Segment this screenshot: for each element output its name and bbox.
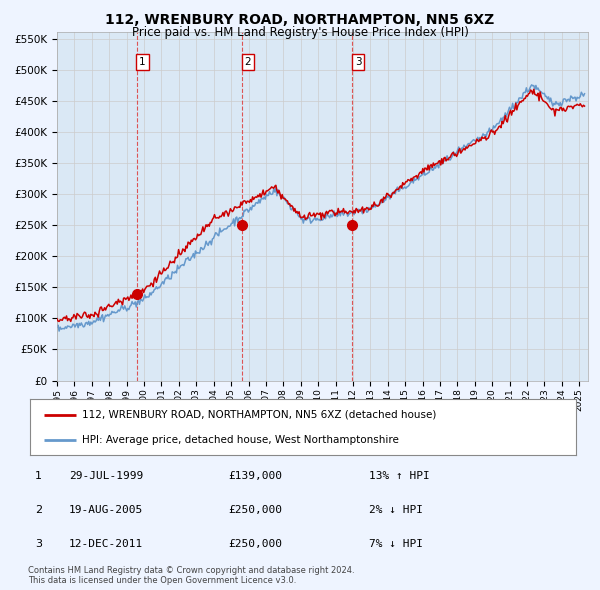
Text: 112, WRENBURY ROAD, NORTHAMPTON, NN5 6XZ: 112, WRENBURY ROAD, NORTHAMPTON, NN5 6XZ: [106, 13, 494, 27]
Text: 29-JUL-1999: 29-JUL-1999: [69, 471, 143, 480]
Text: 2% ↓ HPI: 2% ↓ HPI: [369, 505, 423, 514]
Text: 13% ↑ HPI: 13% ↑ HPI: [369, 471, 430, 480]
Text: 112, WRENBURY ROAD, NORTHAMPTON, NN5 6XZ (detached house): 112, WRENBURY ROAD, NORTHAMPTON, NN5 6XZ…: [82, 409, 436, 419]
Text: 19-AUG-2005: 19-AUG-2005: [69, 505, 143, 514]
Text: 1: 1: [139, 57, 146, 67]
Text: 7% ↓ HPI: 7% ↓ HPI: [369, 539, 423, 549]
Text: £139,000: £139,000: [228, 471, 282, 480]
Text: 3: 3: [35, 539, 42, 549]
Text: 12-DEC-2011: 12-DEC-2011: [69, 539, 143, 549]
Text: 1: 1: [35, 471, 42, 480]
Text: 3: 3: [355, 57, 361, 67]
Text: HPI: Average price, detached house, West Northamptonshire: HPI: Average price, detached house, West…: [82, 435, 399, 445]
Text: 2: 2: [245, 57, 251, 67]
Text: Contains HM Land Registry data © Crown copyright and database right 2024.
This d: Contains HM Land Registry data © Crown c…: [28, 566, 355, 585]
Text: 2: 2: [35, 505, 42, 514]
Text: £250,000: £250,000: [228, 505, 282, 514]
Text: Price paid vs. HM Land Registry's House Price Index (HPI): Price paid vs. HM Land Registry's House …: [131, 26, 469, 39]
Text: £250,000: £250,000: [228, 539, 282, 549]
